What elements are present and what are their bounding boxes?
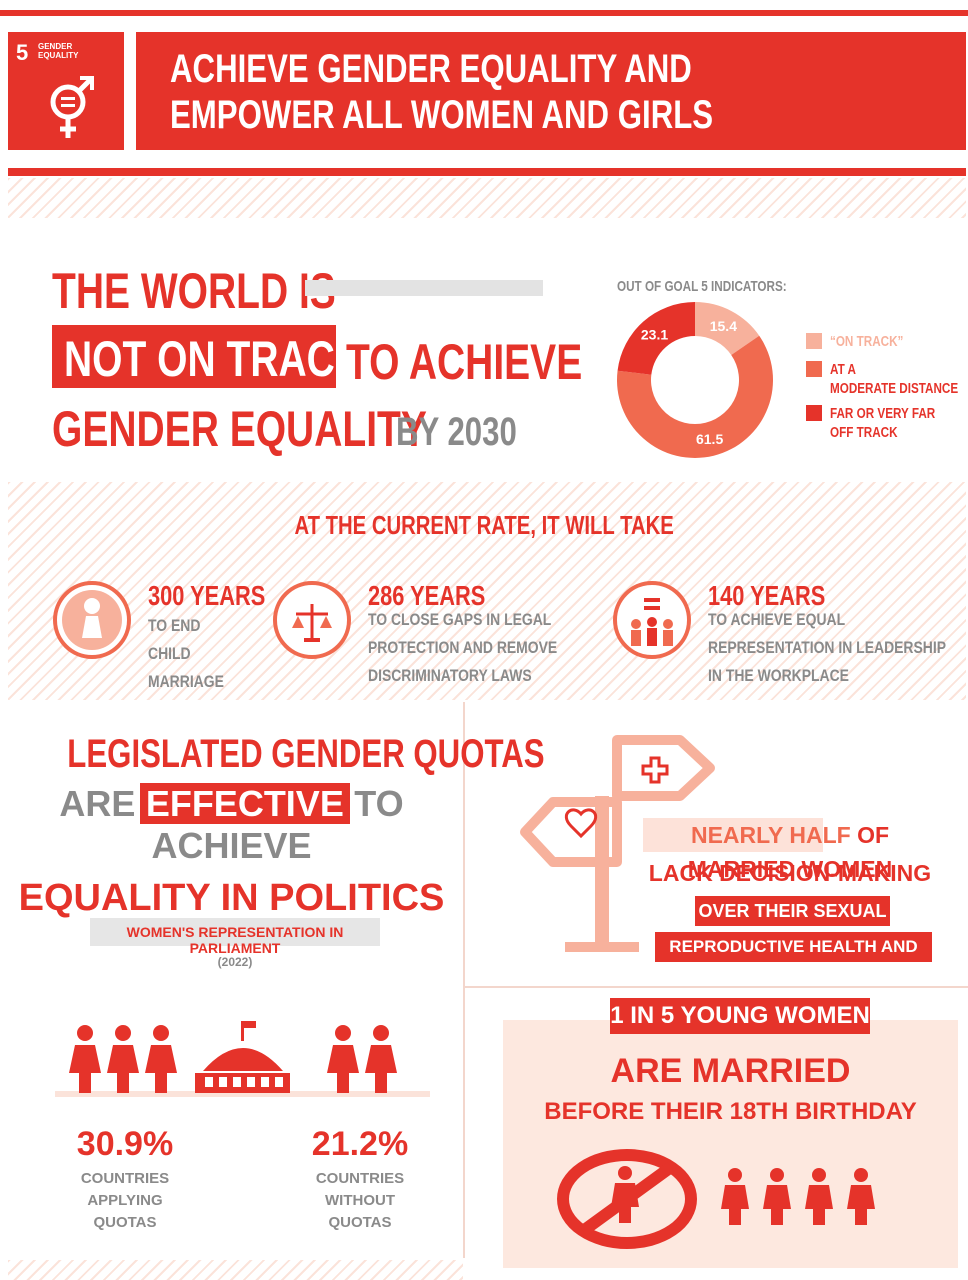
rate-text: TO CLOSE GAPS IN LEGAL PROTECTION AND RE… bbox=[368, 610, 558, 685]
rate-heading-row: AT THE CURRENT RATE, IT WILL TAKE bbox=[0, 510, 968, 541]
donut-segment bbox=[617, 335, 773, 458]
highlight-box bbox=[52, 325, 336, 388]
married-line: BEFORE THEIR 18TH BIRTHDAY bbox=[544, 1098, 917, 1125]
quota-word: ARE bbox=[59, 783, 136, 824]
hatch bbox=[8, 178, 966, 218]
title-line: EMPOWER ALL WOMEN AND GIRLS bbox=[170, 93, 714, 137]
legend-swatch bbox=[806, 333, 822, 349]
donut-label: 61.5 bbox=[696, 431, 723, 447]
rate-item: 140 YEARS TO ACHIEVE EQUAL REPRESENTATION… bbox=[708, 580, 958, 690]
legend-line: FAR OR VERY FAR bbox=[830, 405, 935, 422]
decision-line: REPRODUCTIVE HEALTH AND RIGHTS bbox=[669, 937, 918, 982]
legend-label: FAR OR VERY FAR OFF TRACK bbox=[830, 405, 935, 441]
legend-line: AT A bbox=[830, 361, 856, 378]
stat-value: 21.2% bbox=[311, 1125, 409, 1163]
rate-text: TO ACHIEVE EQUAL REPRESENTATION IN LEADE… bbox=[708, 610, 946, 685]
legend-line: MODERATE DISTANCE bbox=[830, 380, 958, 397]
headline-line: BY 2030 bbox=[396, 410, 517, 454]
badge-label-line: EQUALITY bbox=[38, 51, 79, 60]
decision-text: OF MARRIED WOMEN bbox=[687, 822, 893, 882]
subtitle-box bbox=[90, 918, 380, 946]
grey-bar bbox=[305, 280, 543, 296]
icon-group bbox=[613, 581, 691, 659]
headline-highlight: NOT ON TRACK bbox=[64, 331, 363, 387]
legend-label: “ON TRACK” bbox=[830, 333, 903, 350]
quota-year: (2022) bbox=[217, 955, 253, 969]
quota-line: LEGISLATED GENDER QUOTAS bbox=[67, 732, 545, 776]
stat-label: COUNTRIES WITHOUT QUOTAS bbox=[315, 1170, 405, 1231]
legend-line: “ON TRACK” bbox=[830, 333, 903, 350]
married-banner: 1 IN 5 YOUNG WOMEN bbox=[610, 1002, 870, 1029]
title-box: ACHIEVE GENDER EQUALITY AND EMPOWER ALL … bbox=[136, 32, 966, 150]
stat-value: 30.9% bbox=[76, 1125, 174, 1163]
headline-line: TO ACHIEVE bbox=[346, 334, 583, 390]
quota-word: TO ACHIEVE bbox=[151, 783, 404, 866]
stat: 21.2% COUNTRIES WITHOUT QUOTAS bbox=[275, 1125, 445, 1234]
icon-justice bbox=[273, 581, 351, 659]
badge-label-line: GENDER bbox=[38, 42, 73, 51]
divider bbox=[463, 702, 465, 1258]
icon-child bbox=[53, 581, 131, 659]
parliament-illustration bbox=[55, 1021, 430, 1097]
donut-title: OUT OF GOAL 5 INDICATORS: bbox=[617, 278, 787, 295]
badge: 5 GENDER EQUALITY bbox=[8, 32, 124, 150]
quota-effective: EFFECTIVE bbox=[139, 783, 350, 824]
title-line: ACHIEVE GENDER EQUALITY AND bbox=[170, 47, 692, 91]
headline-line: THE WORLD IS bbox=[52, 263, 336, 319]
quota-line: EQUALITY IN POLITICS bbox=[18, 877, 445, 919]
donut-label: 15.4 bbox=[710, 318, 737, 334]
signpost bbox=[520, 735, 715, 952]
legend-line: OFF TRACK bbox=[830, 424, 898, 441]
decision-line: NEARLY HALF OF MARRIED WOMEN bbox=[640, 818, 940, 886]
donut-segment bbox=[617, 302, 695, 375]
highlight-bg bbox=[643, 818, 823, 852]
rate-years: 286 YEARS bbox=[368, 580, 486, 611]
badge-label: GENDER EQUALITY bbox=[38, 42, 78, 60]
rate-years: 300 YEARS bbox=[148, 580, 266, 611]
banner bbox=[655, 932, 932, 962]
badge-number: 5 bbox=[16, 40, 29, 65]
headline-line: GENDER EQUALITY bbox=[52, 401, 427, 457]
rate-item: 286 YEARS TO CLOSE GAPS IN LEGAL PROTECTI… bbox=[368, 580, 618, 690]
rate-heading: AT THE CURRENT RATE, IT WILL TAKE bbox=[294, 510, 674, 540]
legend-swatch bbox=[806, 405, 822, 421]
stat: 30.9% COUNTRIES APPLYING QUOTAS bbox=[40, 1125, 210, 1234]
banner bbox=[695, 896, 890, 926]
donut-label: 23.1 bbox=[641, 326, 668, 342]
donut-chart: 15.4 61.5 23.1 “ON TRACK” AT A MODERATE DISTA… bbox=[617, 302, 958, 458]
legend-swatch bbox=[806, 361, 822, 377]
quota-heading: LEGISLATED GENDER QUOTAS ARE EFFECTIVE T… bbox=[0, 732, 545, 920]
hatch bbox=[8, 1260, 463, 1280]
donut-segment bbox=[695, 302, 760, 356]
hatch bbox=[8, 482, 966, 700]
divider bbox=[465, 986, 968, 988]
legend-label: AT A MODERATE DISTANCE bbox=[830, 361, 958, 397]
rate-years: 140 YEARS bbox=[708, 580, 826, 611]
top-rule bbox=[0, 10, 968, 16]
married-banner-bg bbox=[610, 998, 870, 1034]
decision-highlight: NEARLY HALF bbox=[690, 822, 851, 848]
stat-label: COUNTRIES APPLYING QUOTAS bbox=[80, 1170, 170, 1231]
rule bbox=[8, 168, 966, 176]
quota-row: ARE EFFECTIVE TO ACHIEVE bbox=[0, 783, 463, 867]
married-illustration bbox=[557, 1149, 875, 1249]
rate-text: TO END CHILD MARRIAGE bbox=[148, 616, 224, 691]
gender-icon bbox=[50, 76, 94, 138]
married-line: ARE MARRIED bbox=[610, 1052, 851, 1090]
rate-item: 300 YEARS TO END CHILD MARRIAGE bbox=[148, 580, 278, 696]
quota-subtitle: WOMEN'S REPRESENTATION IN PARLIAMENT bbox=[126, 924, 344, 956]
